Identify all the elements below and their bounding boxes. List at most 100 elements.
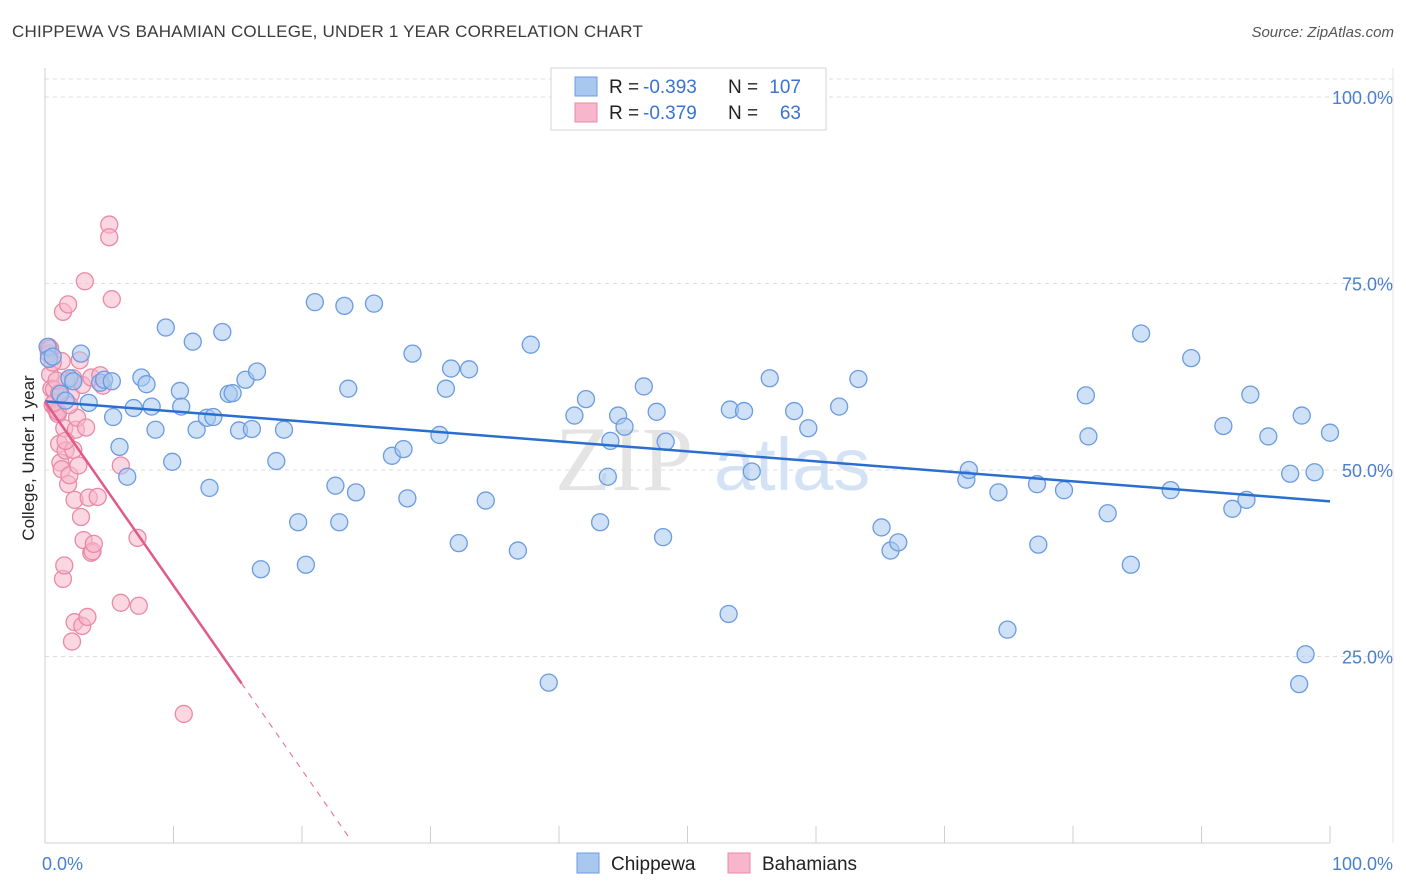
chippewa-point-47 bbox=[364, 294, 384, 313]
chippewa-point-102 bbox=[1259, 427, 1278, 446]
x-tick-labels: 0.0% 100.0% bbox=[42, 854, 1393, 874]
chippewa-point-50 bbox=[398, 489, 417, 508]
chippewa-point-7 bbox=[71, 344, 91, 363]
series-legend-label-bahamians: Bahamians bbox=[762, 854, 857, 875]
chippewa-point-64 bbox=[598, 467, 617, 486]
chippewa-point-91 bbox=[1076, 386, 1095, 405]
chippewa-point-83 bbox=[889, 533, 908, 552]
chippewa-point-72 bbox=[719, 604, 738, 624]
chippewa-point-106 bbox=[1296, 645, 1315, 664]
chippewa-point-24 bbox=[183, 332, 202, 351]
chippewa-point-38 bbox=[274, 420, 294, 439]
chippewa-point-51 bbox=[403, 344, 422, 363]
chippewa-point-70 bbox=[653, 527, 673, 547]
chippewa-point-57 bbox=[476, 491, 495, 510]
chippewa-point-49 bbox=[394, 439, 413, 459]
chippewa-point-29 bbox=[213, 322, 232, 342]
bahamians-point-29 bbox=[69, 456, 88, 475]
chippewa-point-86 bbox=[989, 483, 1008, 502]
chippewa-point-43 bbox=[330, 513, 349, 532]
chippewa-point-2 bbox=[43, 347, 62, 366]
y-tick-label-50: 50.0% bbox=[1342, 461, 1393, 481]
x-tick-label-min: 0.0% bbox=[42, 854, 83, 874]
chippewa-point-59 bbox=[521, 335, 540, 354]
legend-n-chippewa: 107 bbox=[769, 77, 801, 98]
stats-legend: R = -0.393 N = 107 R = -0.379 N = 63 bbox=[550, 67, 827, 131]
series-legend-swatch-chippewa bbox=[576, 852, 600, 874]
legend-swatch-bahamians bbox=[574, 102, 598, 123]
axes bbox=[44, 68, 1394, 844]
chippewa-point-25 bbox=[187, 420, 206, 439]
bahamians-trend-line-extension bbox=[241, 683, 352, 841]
legend-n-bahamians: 63 bbox=[780, 103, 801, 124]
chippewa-point-61 bbox=[565, 406, 584, 425]
chippewa-point-92 bbox=[1079, 427, 1098, 446]
chippewa-point-14 bbox=[118, 467, 137, 486]
chippewa-point-22 bbox=[170, 381, 190, 401]
chippewa-point-53 bbox=[436, 379, 456, 398]
bahamians-point-35 bbox=[75, 272, 94, 291]
bahamians-point-42 bbox=[88, 487, 107, 507]
chippewa-point-68 bbox=[634, 377, 653, 396]
legend-r-label-chippewa: R = bbox=[609, 77, 639, 98]
gridlines bbox=[45, 78, 1393, 657]
chippewa-point-31 bbox=[223, 384, 242, 403]
chippewa-point-12 bbox=[103, 407, 123, 427]
chippewa-point-11 bbox=[102, 372, 121, 391]
chippewa-point-35 bbox=[247, 362, 267, 381]
bahamians-point-47 bbox=[102, 290, 121, 309]
chippewa-point-19 bbox=[146, 420, 165, 439]
chippewa-point-79 bbox=[829, 397, 849, 416]
legend-swatch-chippewa bbox=[574, 76, 598, 97]
chippewa-point-99 bbox=[1223, 499, 1242, 518]
chippewa-point-6 bbox=[64, 372, 83, 391]
chippewa-point-81 bbox=[872, 518, 891, 537]
y-tick-label-25: 25.0% bbox=[1342, 648, 1393, 668]
chippewa-point-60 bbox=[539, 673, 558, 692]
chippewa-point-21 bbox=[163, 452, 182, 471]
legend-n-label-chippewa: N = bbox=[728, 77, 758, 98]
chippewa-point-76 bbox=[760, 369, 779, 388]
chippewa-trend-line bbox=[44, 400, 1331, 503]
chart-title: CHIPPEWA VS BAHAMIAN COLLEGE, UNDER 1 YE… bbox=[12, 22, 644, 41]
chippewa-point-80 bbox=[849, 369, 868, 389]
chippewa-point-93 bbox=[1098, 504, 1117, 523]
chippewa-point-71 bbox=[656, 432, 675, 451]
bahamians-point-52 bbox=[174, 704, 193, 724]
chippewa-point-58 bbox=[508, 541, 528, 560]
chippewa-point-95 bbox=[1131, 324, 1151, 343]
chippewa-point-41 bbox=[305, 292, 325, 312]
chippewa-point-104 bbox=[1292, 406, 1311, 425]
y-tick-labels: 25.0% 50.0% 75.0% 100.0% bbox=[1332, 88, 1393, 668]
bahamians-point-36 bbox=[78, 607, 97, 627]
legend-r-chippewa: -0.393 bbox=[643, 77, 697, 98]
chippewa-point-90 bbox=[1054, 480, 1074, 500]
bahamians-point-16 bbox=[55, 556, 74, 575]
chippewa-point-74 bbox=[734, 401, 754, 421]
chippewa-point-94 bbox=[1121, 555, 1140, 574]
bahamians-trend-line bbox=[43, 400, 243, 685]
chippewa-point-17 bbox=[137, 375, 156, 394]
chippewa-point-67 bbox=[615, 417, 634, 436]
chippewa-point-63 bbox=[590, 513, 610, 532]
bahamians-point-20 bbox=[58, 295, 78, 314]
chippewa-point-44 bbox=[335, 296, 354, 316]
y-tick-label-100: 100.0% bbox=[1332, 88, 1393, 108]
y-axis-label: College, Under 1 year bbox=[19, 375, 38, 541]
chippewa-point-101 bbox=[1241, 385, 1260, 404]
chippewa-point-4 bbox=[56, 391, 75, 410]
chippewa-point-20 bbox=[156, 318, 175, 337]
series-legend: Chippewa Bahamians bbox=[576, 852, 857, 875]
bahamians-point-49 bbox=[111, 593, 130, 612]
y-tick-label-75: 75.0% bbox=[1342, 275, 1393, 295]
bahamians-point-23 bbox=[62, 632, 82, 651]
bahamians-point-31 bbox=[71, 507, 91, 527]
chippewa-point-55 bbox=[449, 533, 468, 553]
chippewa-point-28 bbox=[204, 407, 223, 427]
chippewa-point-85 bbox=[959, 460, 979, 480]
chippewa-point-8 bbox=[79, 393, 98, 413]
bahamians-point-46 bbox=[100, 228, 119, 247]
legend-r-label-bahamians: R = bbox=[609, 103, 639, 124]
bahamians-point-41 bbox=[84, 534, 103, 554]
chippewa-point-18 bbox=[142, 397, 161, 416]
